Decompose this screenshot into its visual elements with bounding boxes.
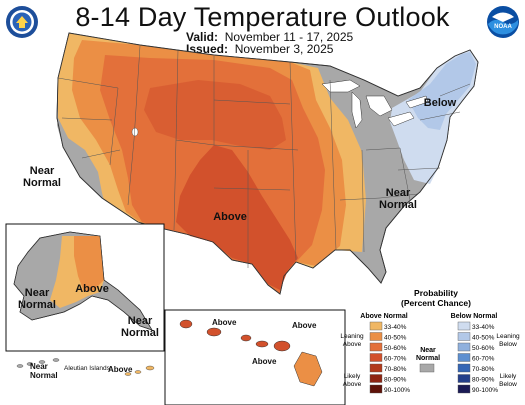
legend-likely-below-1: Likely (500, 373, 517, 380)
legend-below-swatch-3 (457, 353, 471, 362)
legend-above-header: Above Normal (360, 313, 408, 320)
label-ak-above: Above (75, 283, 109, 295)
legend-likely-above-2: Above (343, 381, 362, 388)
label-near-west-2: Normal (23, 177, 61, 189)
legend-below-range-5: 80-90% (472, 377, 495, 384)
legend-likely-below-2: Below (499, 381, 517, 388)
label-ak-near-w-2: Normal (18, 299, 56, 311)
legend-near-swatch (419, 363, 435, 373)
legend-near-header-1: Near (420, 347, 436, 354)
label-hi-above-3: Above (252, 357, 277, 366)
valid-label: Valid: (186, 30, 219, 44)
alaska-above-40-50 (74, 236, 104, 292)
legend-below-range-4: 70-80% (472, 366, 495, 373)
legend-leaning-below-1: Leaning (496, 333, 520, 340)
legend-above-rows: 33-40% 40-50% 50-60% 60-70% 70-80% 80-90% 90-1… (369, 321, 410, 394)
legend-near-header-2: Normal (416, 355, 440, 362)
legend-above-range-0: 33-40% (384, 324, 407, 331)
legend-below-range-3: 60-70% (472, 356, 495, 363)
legend-below-range-0: 33-40% (472, 324, 495, 331)
salt-lake (131, 127, 139, 137)
label-near-west-1: Near (30, 165, 55, 177)
legend-leaning-below-2: Below (499, 341, 517, 348)
legend-above-range-1: 40-50% (384, 335, 407, 342)
noaa-logo-icon: NOAA (487, 6, 519, 38)
great-lakes (321, 79, 429, 129)
legend-below-range-2: 50-60% (472, 345, 495, 352)
label-aleutian-near-2: Normal (30, 371, 58, 380)
label-above-main: Above (213, 211, 247, 223)
legend-above-swatch-3 (369, 353, 383, 362)
label-hi-above-1: Above (212, 318, 237, 327)
legend-leaning-above-2: Above (343, 341, 362, 348)
above-60-70-region-north (144, 80, 286, 150)
legend-below-range-1: 40-50% (472, 335, 495, 342)
above-60-70-region (176, 145, 298, 290)
legend-above-range-6: 90-100% (384, 387, 410, 394)
legend-leaning-above-1: Leaning (340, 333, 364, 340)
label-near-se-1: Near (386, 187, 411, 199)
near-normal-west (57, 118, 104, 200)
legend-above-swatch-2 (369, 342, 383, 352)
label-hi-above-2: Above (292, 321, 317, 330)
legend-below-swatch-0 (457, 321, 471, 331)
legend-title-1: Probability (414, 288, 458, 298)
state-boundaries (57, 45, 471, 268)
legend-below-swatch-4 (457, 363, 471, 373)
legend-below-swatch-2 (457, 342, 471, 352)
label-below-ne: Below (424, 97, 457, 109)
legend-below-rows: 33-40% 40-50% 50-60% 60-70% 70-80% 80-90% 90-1… (457, 321, 498, 394)
legend-below-swatch-6 (457, 384, 471, 394)
legend: Probability (Percent Chance) Above Norma… (340, 288, 520, 394)
label-near-se-2: Normal (379, 199, 417, 211)
label-aleutian-islands: Aleutian Islands (64, 365, 111, 372)
label-ak-near-se-1: Near (128, 315, 153, 327)
legend-title-2: (Percent Chance) (401, 298, 471, 308)
legend-below-swatch-1 (457, 332, 471, 341)
legend-above-range-3: 60-70% (384, 356, 407, 363)
legend-above-swatch-4 (369, 363, 383, 373)
legend-below-header: Below Normal (451, 313, 498, 320)
label-ak-near-w-1: Near (25, 287, 50, 299)
conus-border (56, 32, 479, 295)
svg-text:NOAA: NOAA (494, 24, 512, 30)
legend-above-range-5: 80-90% (384, 377, 407, 384)
label-aleutian-above: Above (108, 365, 133, 374)
legend-above-swatch-5 (369, 374, 383, 383)
legend-above-range-2: 50-60% (384, 345, 407, 352)
valid-date: Valid: November 11 - 17, 2025 (186, 30, 353, 44)
label-aleutian-near-1: Near (30, 362, 48, 371)
valid-value: November 11 - 17, 2025 (224, 30, 354, 44)
legend-above-swatch-6 (369, 384, 383, 394)
map-title: 8-14 Day Temperature Outlook (75, 2, 450, 32)
legend-below-range-6: 90-100% (472, 387, 498, 394)
issued-value: November 3, 2025 (234, 42, 334, 56)
alaska-border (13, 231, 153, 331)
legend-below-swatch-5 (457, 374, 471, 383)
hawaii-islands (179, 319, 323, 387)
legend-above-swatch-0 (369, 321, 383, 331)
label-ak-near-se-2: Normal (121, 327, 159, 339)
aleutian-chain (16, 358, 60, 368)
doc-seal-icon (6, 6, 38, 38)
below-40-50-region (408, 52, 476, 130)
legend-above-range-4: 70-80% (384, 366, 407, 373)
aleutian-east (124, 365, 155, 376)
legend-above-swatch-1 (369, 332, 383, 341)
legend-likely-above-1: Likely (344, 373, 361, 380)
issued-date: Issued: November 3, 2025 (186, 42, 333, 56)
